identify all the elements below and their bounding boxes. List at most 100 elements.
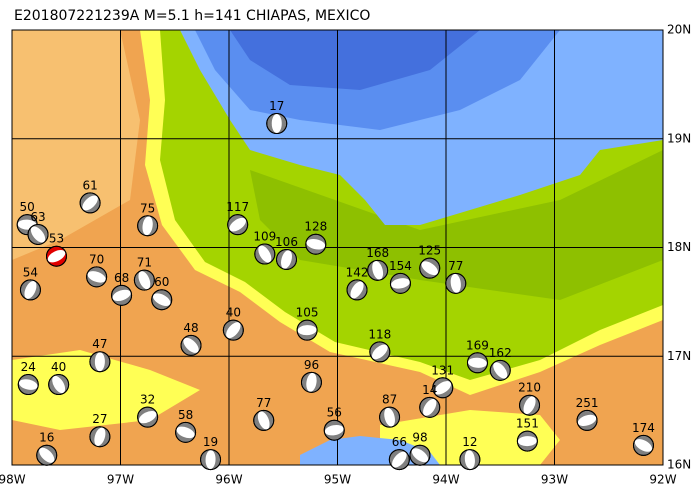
focal-mechanism: 56 (323, 406, 345, 441)
focal-mechanism: 19 (200, 435, 222, 471)
beachball-outline (489, 359, 511, 381)
focal-mechanism: 174 (632, 421, 655, 456)
depth-label: 106 (275, 235, 298, 249)
beachball-dilatation (350, 281, 364, 299)
focal-mechanism: 125 (418, 244, 441, 279)
depth-label: 17 (269, 99, 284, 113)
focal-mechanism: 105 (296, 306, 319, 341)
beachball-dilatation (138, 271, 151, 290)
depth-label: 131 (431, 363, 454, 377)
beachball-outline (180, 334, 202, 356)
depth-label: 151 (516, 417, 539, 431)
beachball-dilatation (634, 439, 653, 452)
beachball-dilatation (258, 245, 272, 263)
focal-mechanism: 12 (459, 435, 481, 471)
beachball-dilatation (24, 280, 37, 299)
beachball-dilatation (176, 426, 195, 439)
depth-label: 48 (183, 321, 198, 335)
depth-label: 68 (114, 271, 129, 285)
beachball-dilatation (391, 278, 410, 289)
depth-label: 105 (296, 306, 319, 320)
beachball-dilatation (517, 436, 537, 447)
beachball-dilatation (306, 238, 326, 250)
beachball-outline (632, 434, 654, 456)
beachball-dilatation (39, 447, 55, 463)
beachball-dilatation (112, 289, 131, 301)
beachball-outline (79, 192, 101, 214)
beachball-outline (89, 426, 111, 448)
focal-mechanism: 251 (576, 396, 599, 431)
focal-mechanism: 75 (137, 201, 159, 237)
beachball-dilatation (421, 261, 438, 276)
focal-mechanism: 151 (516, 417, 539, 452)
focal-mechanism: 63 (27, 210, 49, 245)
focal-mechanism: 131 (431, 363, 454, 399)
depth-label: 32 (140, 393, 155, 407)
depth-label: 77 (448, 259, 463, 273)
lon-label: 96W (215, 473, 242, 487)
beachball-outline (466, 352, 488, 374)
focal-mechanism: 128 (304, 220, 327, 255)
beachball-dilatation (30, 226, 46, 243)
beachball-dilatation (577, 414, 597, 427)
beachball-outline (305, 233, 327, 255)
depth-label: 77 (256, 396, 271, 410)
beachball-dilatation (94, 352, 105, 372)
depth-label: 162 (489, 346, 512, 360)
focal-mechanism: 162 (489, 346, 512, 381)
beachball-outline (300, 371, 322, 393)
focal-mechanism: 47 (89, 337, 111, 373)
depth-label: 19 (203, 435, 218, 449)
focal-mechanism: 117 (226, 200, 249, 236)
beachball-dilatation (47, 249, 66, 263)
focal-mechanism: 32 (137, 393, 159, 428)
focal-mechanism: 68 (111, 271, 133, 306)
focal-mechanism: 96 (300, 358, 322, 393)
beachball-dilatation (384, 407, 395, 427)
beachball-outline (86, 266, 108, 288)
beachball-outline (133, 269, 155, 291)
beachball-dilatation (372, 261, 384, 280)
depth-label: 168 (366, 246, 389, 260)
beachball-dilatation (411, 448, 429, 463)
lat-label: 19N (667, 131, 691, 145)
depth-label: 60 (154, 275, 169, 289)
focal-mechanism: 98 (409, 431, 431, 466)
beachball-dilatation (372, 344, 388, 360)
beachball-outline (227, 214, 249, 236)
beachball-outline (48, 374, 70, 396)
beachball-dilatation (52, 375, 66, 394)
beachball-dilatation (183, 337, 199, 353)
beachball-dilatation (94, 427, 106, 446)
depth-label: 40 (51, 360, 66, 374)
beachball-outline (445, 272, 467, 294)
beachball-outline (379, 406, 401, 428)
beachball-outline (369, 341, 391, 363)
depth-label: 54 (23, 265, 38, 279)
depth-label: 251 (576, 396, 599, 410)
focal-mechanism: 53 (45, 232, 67, 267)
focal-mechanism: 40 (222, 306, 244, 341)
beachball-outline (111, 284, 133, 306)
beachball-dilatation (523, 396, 536, 415)
depth-label: 50 (20, 200, 35, 214)
depth-label: 14 (422, 383, 437, 397)
focal-mechanism: 16 (36, 431, 58, 466)
beachball-dilatation (142, 216, 153, 236)
depth-label: 210 (518, 381, 541, 395)
beachball-dilatation (205, 450, 216, 470)
beachball-outline (137, 215, 159, 237)
beachball-outline (576, 409, 598, 431)
depth-label: 87 (382, 393, 397, 407)
beachball-outline (276, 248, 298, 270)
depth-label: 169 (466, 338, 489, 352)
depth-label: 56 (327, 406, 342, 420)
map-frame (11, 29, 664, 466)
focal-mechanism: 27 (89, 412, 111, 448)
focal-mechanism: 106 (275, 235, 298, 270)
depth-label: 75 (140, 201, 155, 215)
depth-label: 27 (92, 412, 107, 426)
beachball-dilatation (257, 411, 270, 430)
beachball-outline (519, 394, 541, 416)
beachball-dilatation (271, 114, 282, 134)
